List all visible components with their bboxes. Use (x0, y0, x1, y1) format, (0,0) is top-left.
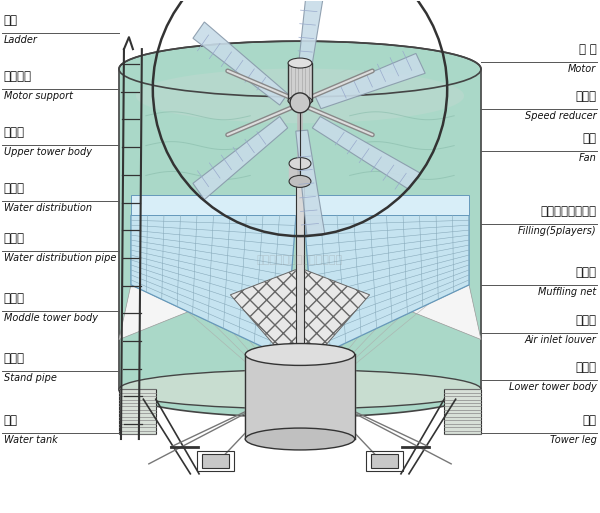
Ellipse shape (119, 370, 481, 409)
Text: 电机支架: 电机支架 (4, 70, 32, 83)
Polygon shape (315, 285, 481, 358)
Text: 风机: 风机 (583, 132, 596, 145)
Text: Water distribution pipe: Water distribution pipe (4, 253, 116, 263)
Ellipse shape (289, 157, 311, 169)
Ellipse shape (245, 428, 355, 450)
Text: Water tank: Water tank (4, 435, 58, 445)
Polygon shape (193, 22, 287, 105)
Polygon shape (131, 195, 296, 215)
Text: 东吴市金健海洗化工有限公司: 东吴市金健海洗化工有限公司 (257, 255, 343, 265)
Bar (444, 389, 481, 434)
Text: 电 机: 电 机 (578, 43, 596, 55)
Ellipse shape (288, 58, 312, 68)
Ellipse shape (245, 344, 355, 365)
Polygon shape (131, 215, 296, 358)
Text: 中塔体: 中塔体 (4, 292, 25, 305)
Text: 水筱: 水筱 (4, 413, 17, 426)
Bar (119, 389, 156, 434)
Text: Stand pipe: Stand pipe (4, 373, 56, 383)
Text: 减速器: 减速器 (575, 90, 596, 103)
Bar (365, 451, 403, 471)
Text: 淡水填料（五层）: 淡水填料（五层） (541, 205, 596, 219)
Bar (371, 454, 398, 468)
Text: 布水器: 布水器 (4, 183, 25, 195)
Text: Filling(5players): Filling(5players) (518, 226, 596, 236)
Text: Fan: Fan (578, 153, 596, 163)
Polygon shape (296, 0, 325, 91)
Polygon shape (296, 130, 325, 235)
Polygon shape (119, 285, 285, 358)
Bar (202, 454, 229, 468)
Ellipse shape (136, 69, 464, 123)
Circle shape (290, 93, 310, 113)
Polygon shape (230, 268, 370, 358)
Text: 上塔体: 上塔体 (4, 126, 25, 140)
Polygon shape (193, 116, 287, 200)
Ellipse shape (288, 96, 312, 106)
Polygon shape (119, 41, 481, 417)
Text: Muffling net: Muffling net (538, 287, 596, 297)
Polygon shape (313, 116, 420, 189)
Polygon shape (315, 53, 425, 109)
Bar (288, 63, 312, 101)
Text: 进水管: 进水管 (4, 352, 25, 365)
Bar (197, 451, 235, 471)
Text: 下塔体: 下塔体 (575, 361, 596, 374)
Text: Motor: Motor (568, 64, 596, 73)
Text: Ladder: Ladder (4, 35, 37, 45)
Text: 塔脚: 塔脚 (583, 413, 596, 426)
Text: Speed reducer: Speed reducer (525, 110, 596, 121)
Text: 扶梯: 扶梯 (4, 14, 17, 27)
Text: Motor support: Motor support (4, 91, 73, 101)
Polygon shape (304, 195, 469, 215)
Text: Water distribution: Water distribution (4, 203, 92, 213)
Text: Tower leg: Tower leg (550, 435, 596, 445)
Text: 消音网: 消音网 (575, 266, 596, 279)
Text: 布水管: 布水管 (4, 232, 25, 245)
Text: Air inlet louver: Air inlet louver (524, 335, 596, 345)
Ellipse shape (289, 175, 311, 187)
Text: Upper tower body: Upper tower body (4, 147, 92, 157)
Text: 进风窗: 进风窗 (575, 314, 596, 327)
Text: Moddle tower body: Moddle tower body (4, 313, 98, 323)
Polygon shape (304, 215, 469, 358)
Text: Lower tower body: Lower tower body (509, 382, 596, 392)
